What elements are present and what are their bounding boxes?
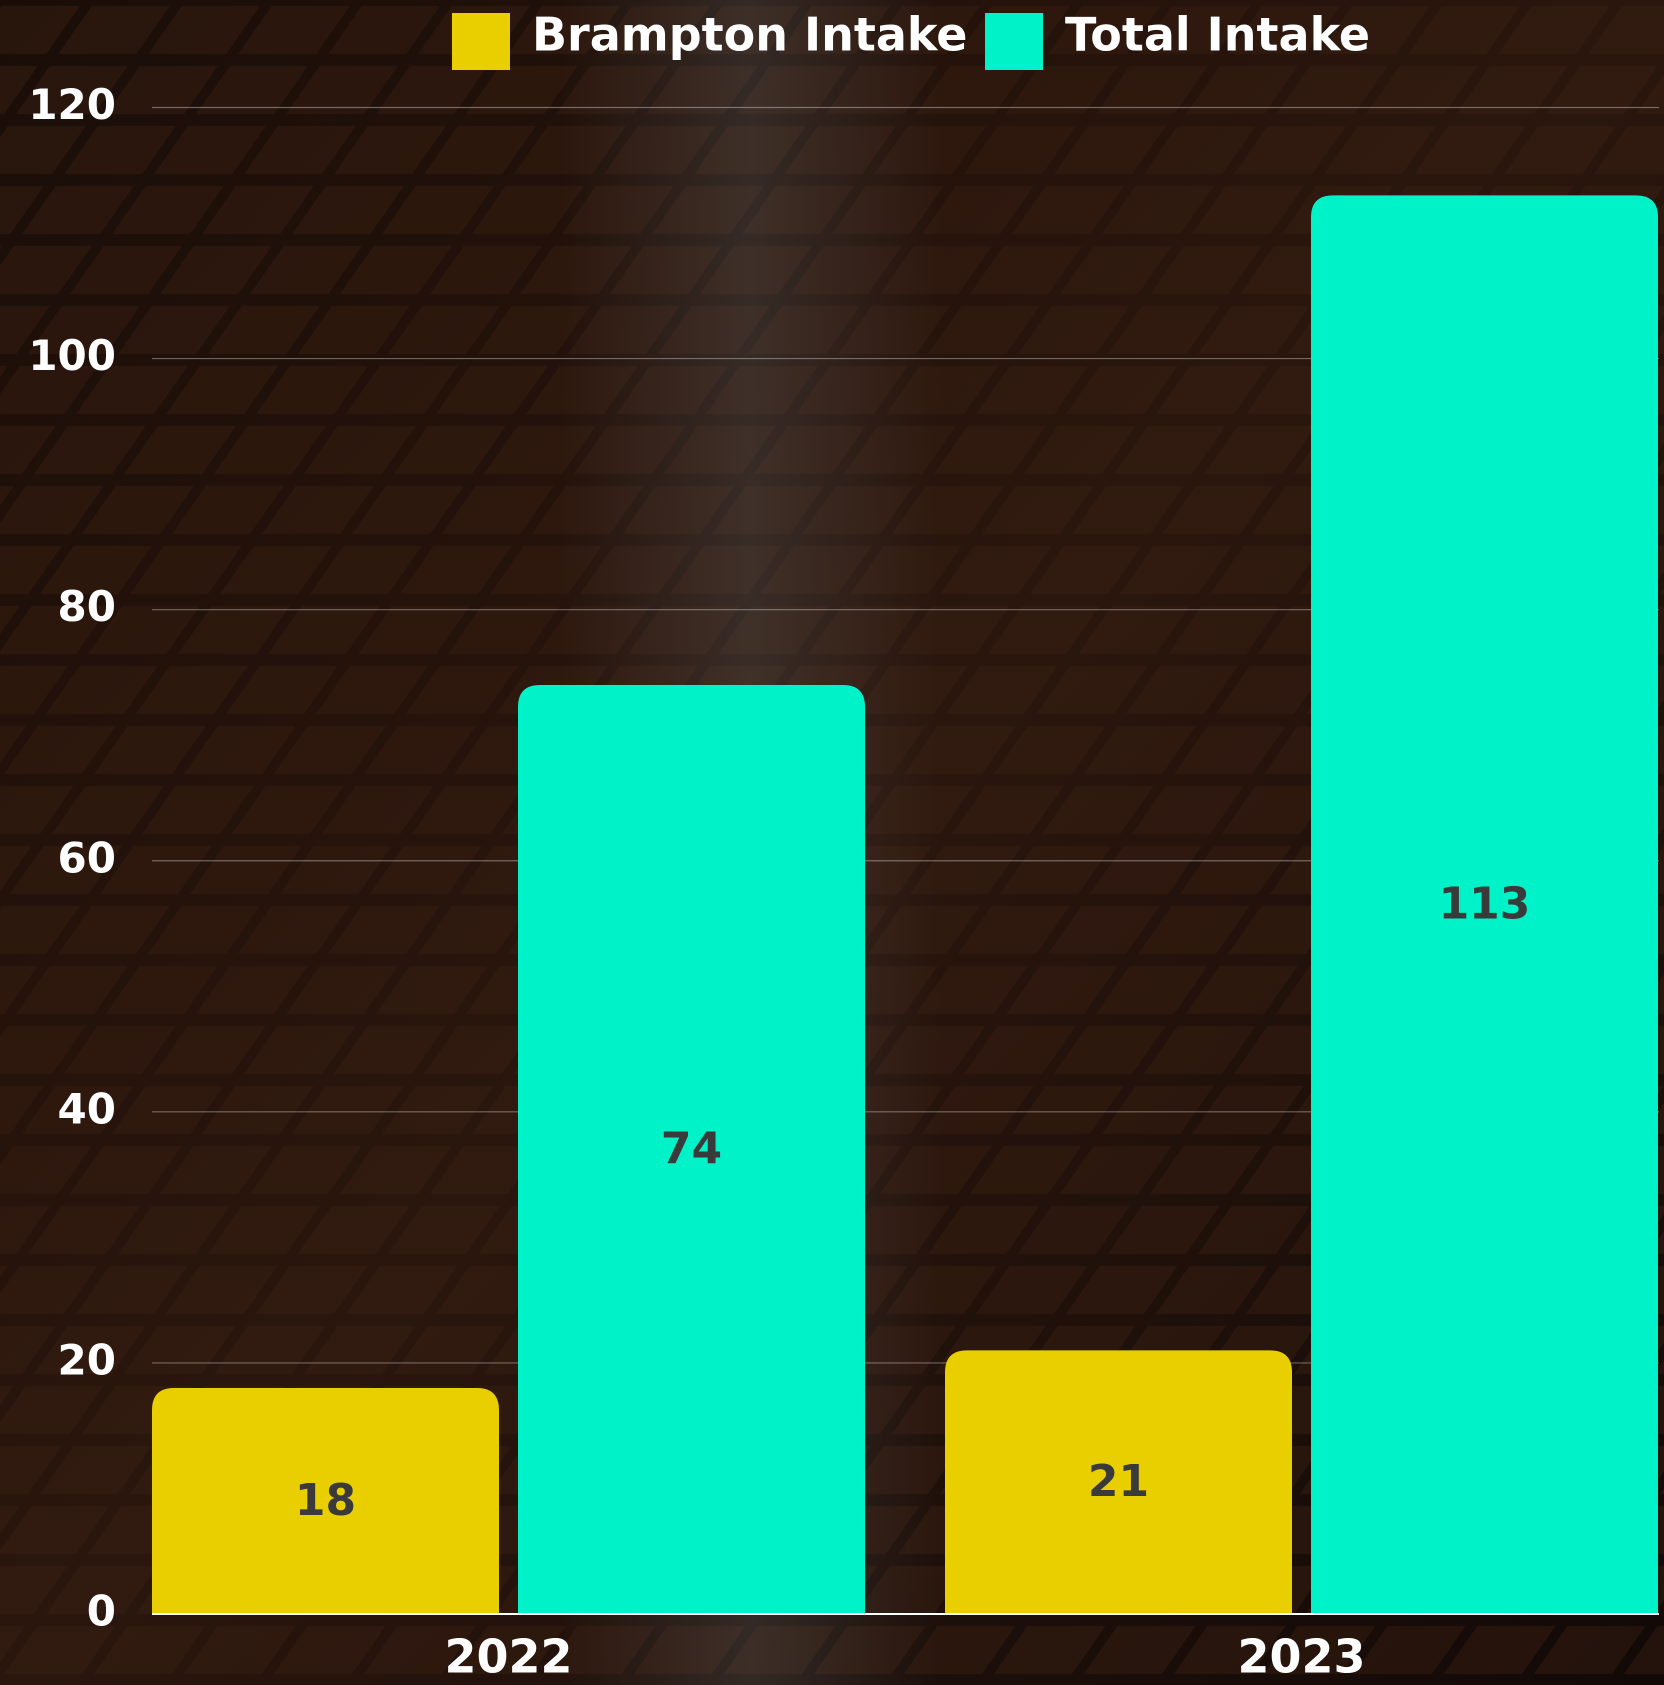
value-label: 74 — [661, 1123, 722, 1174]
y-tick-label: 80 — [58, 582, 116, 631]
y-tick-label: 20 — [58, 1335, 116, 1384]
y-tick-label: 120 — [28, 80, 116, 129]
y-tick-label: 60 — [58, 833, 116, 882]
legend: Brampton Intake Total Intake — [452, 8, 1370, 70]
y-tick-label: 100 — [28, 331, 116, 380]
legend-label: Total Intake — [1065, 8, 1370, 62]
bar — [945, 1350, 1292, 1614]
y-tick-label: 40 — [58, 1084, 116, 1133]
bar — [518, 684, 865, 1614]
y-tick-label: 0 — [87, 1587, 116, 1636]
value-label: 21 — [1088, 1456, 1149, 1507]
x-tick-label: 2023 — [1237, 1630, 1365, 1684]
legend-swatch — [452, 13, 510, 70]
legend-swatch — [985, 13, 1043, 70]
bar — [1311, 195, 1658, 1615]
x-tick-label: 2022 — [444, 1630, 572, 1684]
legend-label: Brampton Intake — [532, 8, 967, 62]
value-label: 113 — [1439, 879, 1531, 930]
value-label: 18 — [295, 1475, 356, 1526]
bar — [152, 1388, 499, 1614]
